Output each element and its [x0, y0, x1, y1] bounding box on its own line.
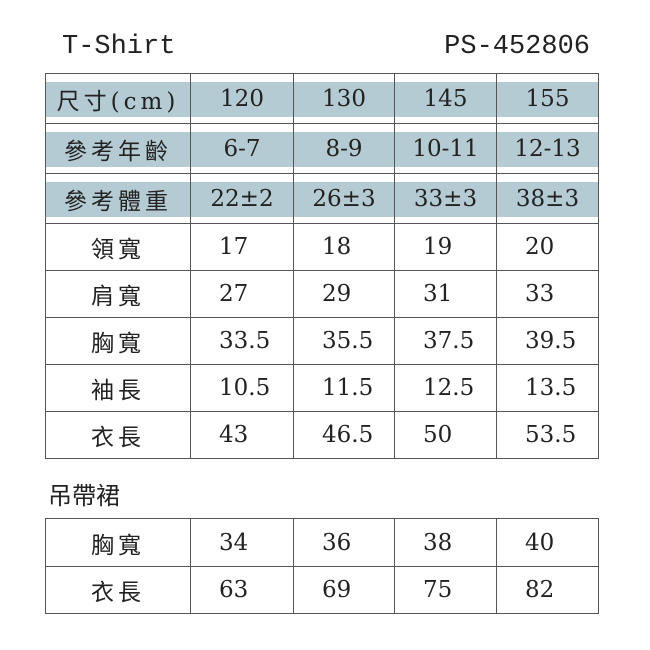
cell-value: 8-9 — [293, 124, 394, 173]
cell-value: 19 — [394, 224, 496, 270]
cell-value: 26±3 — [293, 174, 394, 223]
row-label: 尺寸(cm) — [56, 88, 180, 115]
cell-value: 36 — [293, 519, 394, 566]
cell-value: 31 — [394, 271, 496, 317]
table-row: 衣長 43 46.5 50 53.5 — [46, 411, 598, 458]
cell-value: 39.5 — [496, 318, 598, 364]
row-label: 衣長 — [91, 580, 145, 606]
cell-value: 35.5 — [293, 318, 394, 364]
cell-value: 12-13 — [496, 124, 598, 173]
row-label: 領寬 — [91, 237, 145, 263]
cell-value: 63 — [190, 567, 293, 613]
header-row: 參考體重 22±2 26±3 33±3 38±3 — [46, 173, 598, 223]
cell-value: 145 — [394, 74, 496, 123]
cell-value: 43 — [190, 412, 293, 458]
cell-value: 29 — [293, 271, 394, 317]
size-table: 尺寸(cm) 120 130 145 155 參考年齡 6-7 8-9 10-11 12-13 參考… — [45, 73, 599, 459]
row-label: 肩寬 — [91, 284, 145, 310]
cell-value: 120 — [190, 74, 293, 123]
table-row: 衣長 63 69 75 82 — [46, 566, 598, 613]
row-label: 參考體重 — [64, 188, 172, 215]
table-row: 領寬 17 18 19 20 — [46, 223, 598, 270]
cell-value: 38 — [394, 519, 496, 566]
row-label: 胸寬 — [91, 331, 145, 357]
header-band — [46, 132, 598, 167]
dress-size-table: 胸寬 34 36 38 40 衣長 63 69 75 82 — [45, 518, 599, 614]
cell-value: 12.5 — [394, 365, 496, 411]
row-label: 胸寬 — [91, 532, 145, 559]
header-band — [46, 182, 598, 217]
cell-value: 33.5 — [190, 318, 293, 364]
cell-value: 6-7 — [190, 124, 293, 173]
cell-value: 10-11 — [394, 124, 496, 173]
cell-value: 10.5 — [190, 365, 293, 411]
table-row: 肩寬 27 29 31 33 — [46, 270, 598, 317]
cell-value: 33 — [496, 271, 598, 317]
cell-value: 46.5 — [293, 412, 394, 458]
header-band — [46, 82, 598, 117]
cell-value: 53.5 — [496, 412, 598, 458]
cell-value: 75 — [394, 567, 496, 613]
section-title: 吊帶裙 — [48, 482, 120, 510]
table-row: 胸寬 33.5 35.5 37.5 39.5 — [46, 317, 598, 364]
cell-value: 22±2 — [190, 174, 293, 223]
cell-value: 20 — [496, 224, 598, 270]
product-code: PS-452806 — [444, 32, 590, 62]
header-row: 尺寸(cm) 120 130 145 155 — [46, 74, 598, 123]
cell-value: 13.5 — [496, 365, 598, 411]
cell-value: 130 — [293, 74, 394, 123]
cell-value: 34 — [190, 519, 293, 566]
row-label: 參考年齡 — [64, 138, 172, 165]
cell-value: 38±3 — [496, 174, 598, 223]
cell-value: 27 — [190, 271, 293, 317]
cell-value: 17 — [190, 224, 293, 270]
cell-value: 40 — [496, 519, 598, 566]
cell-value: 82 — [496, 567, 598, 613]
table-row: 袖長 10.5 11.5 12.5 13.5 — [46, 364, 598, 411]
cell-value: 33±3 — [394, 174, 496, 223]
cell-value: 50 — [394, 412, 496, 458]
cell-value: 37.5 — [394, 318, 496, 364]
cell-value: 69 — [293, 567, 394, 613]
product-title: T-Shirt — [62, 32, 176, 62]
row-label: 袖長 — [91, 378, 145, 404]
header-row: 參考年齡 6-7 8-9 10-11 12-13 — [46, 123, 598, 173]
cell-value: 155 — [496, 74, 598, 123]
row-label: 衣長 — [91, 425, 145, 451]
cell-value: 11.5 — [293, 365, 394, 411]
table-row: 胸寬 34 36 38 40 — [46, 519, 598, 566]
cell-value: 18 — [293, 224, 394, 270]
